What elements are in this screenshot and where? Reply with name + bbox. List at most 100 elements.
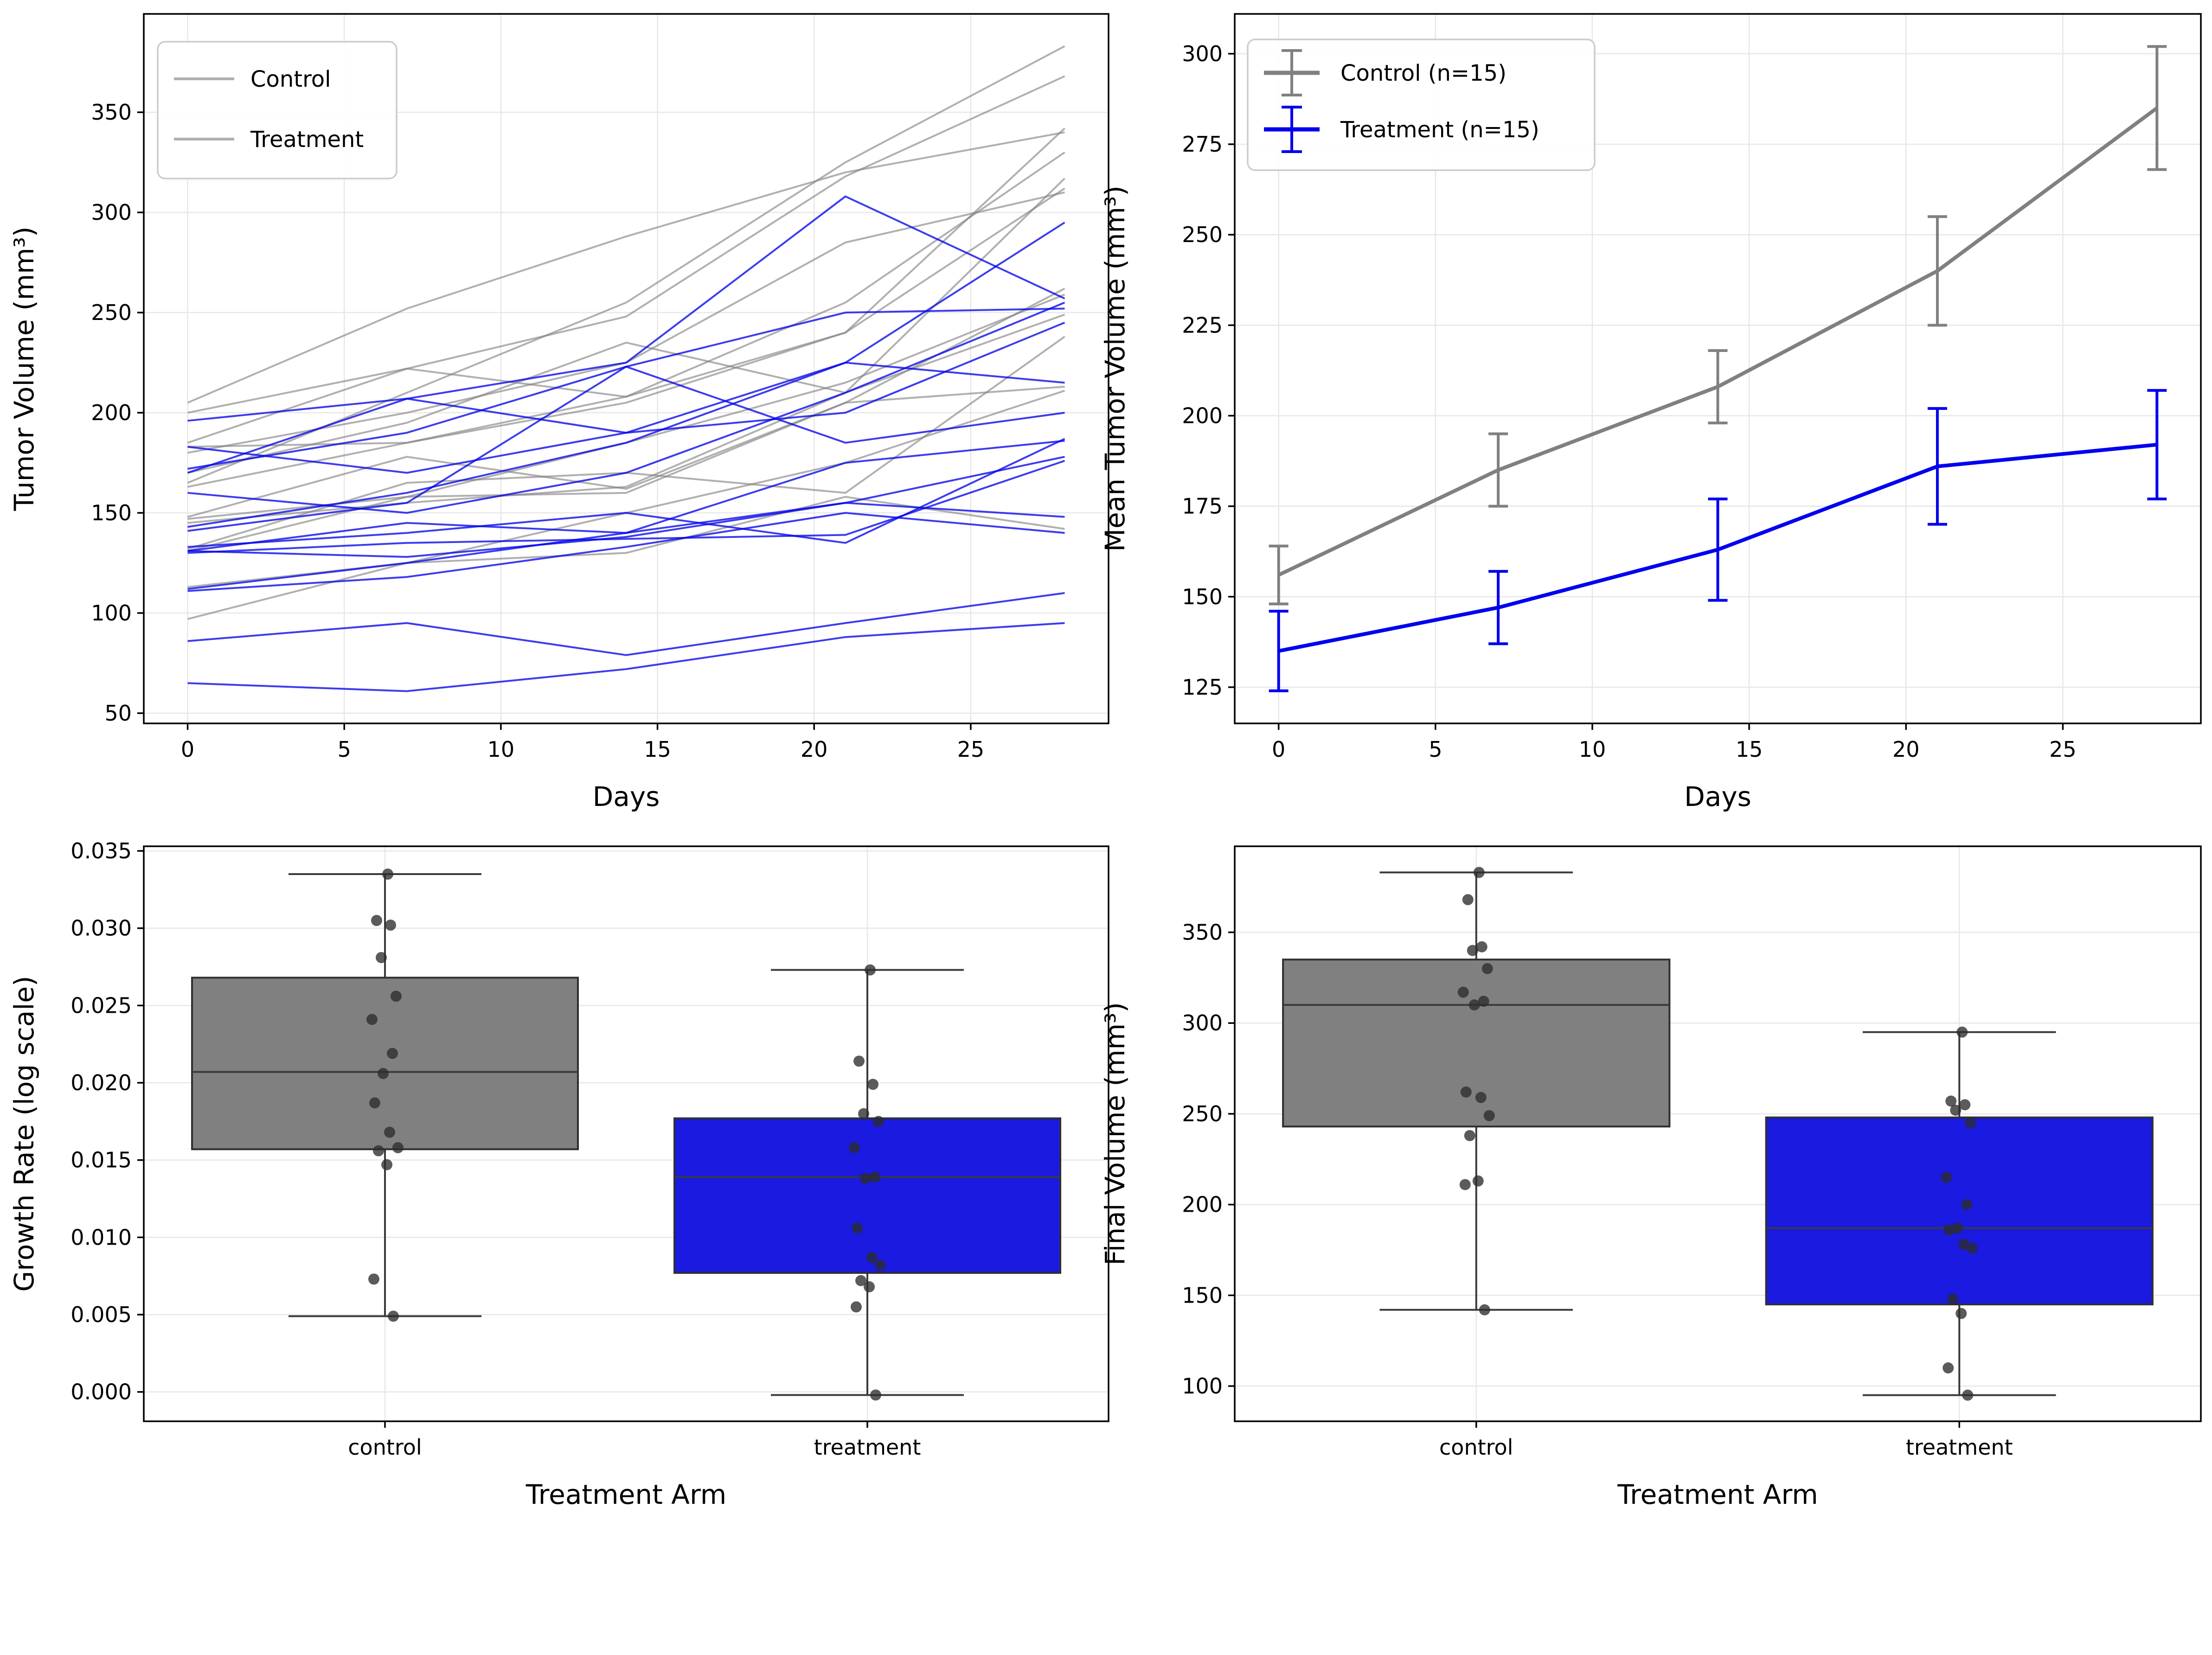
data-point [1959,1099,1971,1111]
data-point [864,1281,875,1292]
svg-text:25: 25 [957,737,985,762]
y-axis-label: Tumor Volume (mm³) [8,226,40,511]
panel-growth-rate-box: control treatment 0.000 0.005 0.010 0.015 0.02… [8,838,1109,1510]
panel-mean-tumor-volume: 0 5 10 15 20 25 125 150 175 200 225 250 275 300 Days Me… [1099,13,2202,812]
svg-text:0: 0 [1272,737,1285,762]
data-point [1481,963,1493,974]
svg-text:0.035: 0.035 [71,838,132,863]
svg-text:10: 10 [487,737,515,762]
data-point [387,1048,398,1059]
trajectory-control-9 [187,288,1065,518]
svg-text:0.015: 0.015 [71,1148,132,1173]
trajectory-control-15 [187,496,1065,620]
svg-text:225: 225 [1182,313,1223,338]
data-point [1956,1308,1967,1319]
box-treatment [1765,1026,2154,1401]
trajectory-control-4 [187,151,1065,444]
trajectory-control-11 [187,313,1065,524]
svg-text:control: control [1439,1435,1513,1460]
plot-border [143,13,1109,724]
data-point [1479,1304,1490,1316]
plot-border [1234,845,2202,1422]
data-point [1459,1179,1471,1190]
data-point [1475,1092,1487,1103]
data-point [381,1159,392,1170]
svg-text:50: 50 [104,701,132,726]
svg-text:300: 300 [1182,1010,1223,1035]
box-control [191,869,579,1322]
legend-label: Treatment [250,127,364,153]
svg-text:300: 300 [1182,41,1223,66]
data-point [1962,1389,1974,1401]
data-point [1943,1224,1955,1236]
svg-text:control: control [348,1435,422,1460]
x-axis-label: Days [1684,781,1751,812]
axis-ticks-mean-tumor-volume: 0 5 10 15 20 25 125 150 175 200 225 250 275 300 [1182,41,2077,762]
trajectory-treatment-5 [187,301,1065,514]
data-point [1472,1175,1484,1187]
data-point [388,1310,399,1322]
svg-text:0.005: 0.005 [71,1302,132,1327]
data-point [1956,1026,1968,1038]
data-point [866,1252,878,1263]
data-point [865,964,876,976]
data-point [391,990,402,1002]
data-point [1478,996,1489,1007]
data-point [1464,1130,1475,1141]
trajectory-control-7 [187,178,1065,474]
svg-text:20: 20 [1892,737,1920,762]
trajectory-control-6 [187,191,1065,454]
svg-text:treatment: treatment [814,1435,921,1460]
data-point [1460,1086,1472,1098]
data-point [869,1171,880,1183]
data-point [378,1068,389,1079]
data-point [1950,1105,1962,1116]
data-point [1476,941,1487,952]
data-point [852,1222,863,1234]
svg-text:25: 25 [2049,737,2077,762]
data-point [873,1116,884,1127]
y-axis-label: Final Volume (mm³) [1099,1002,1131,1265]
data-point [849,1142,860,1153]
trajectory-lines [187,45,1065,692]
data-point [1943,1362,1954,1374]
legend-label: Control [250,66,331,92]
mean-series-treatment-n-15- [1269,389,2167,692]
data-point [851,1301,862,1313]
trajectory-treatment-6 [187,362,1065,528]
trajectory-treatment-13 [187,512,1065,592]
data-point [1457,986,1469,998]
svg-text:20: 20 [801,737,828,762]
trajectory-control-8 [187,128,1065,488]
data-point [855,1275,866,1286]
legend-label: Treatment (n=15) [1340,117,1539,143]
data-point [1961,1199,1973,1210]
trajectory-treatment-9 [187,440,1065,552]
svg-text:250: 250 [91,300,132,325]
svg-text:treatment: treatment [1906,1435,2013,1460]
trajectory-treatment-12 [187,502,1065,590]
svg-text:275: 275 [1182,132,1223,157]
trajectory-control-3 [187,75,1065,414]
y-axis-label: Growth Rate (log scale) [8,976,40,1291]
svg-text:100: 100 [1182,1374,1223,1399]
box-treatment [673,964,1061,1401]
trajectory-treatment-11 [187,460,1065,554]
svg-text:200: 200 [1182,403,1223,428]
data-point [368,1273,379,1285]
trajectory-treatment-7 [187,365,1065,532]
box-control [1282,867,1671,1316]
svg-text:150: 150 [91,500,132,525]
svg-text:175: 175 [1182,494,1223,519]
svg-text:10: 10 [1579,737,1606,762]
svg-text:200: 200 [91,400,132,425]
data-point [858,1108,869,1119]
data-point [366,1014,378,1025]
trajectory-control-1 [187,131,1065,404]
data-point [1467,945,1478,956]
trajectory-treatment-1 [187,195,1065,422]
x-axis-label: Treatment Arm [1617,1479,1818,1510]
data-point [371,915,382,926]
